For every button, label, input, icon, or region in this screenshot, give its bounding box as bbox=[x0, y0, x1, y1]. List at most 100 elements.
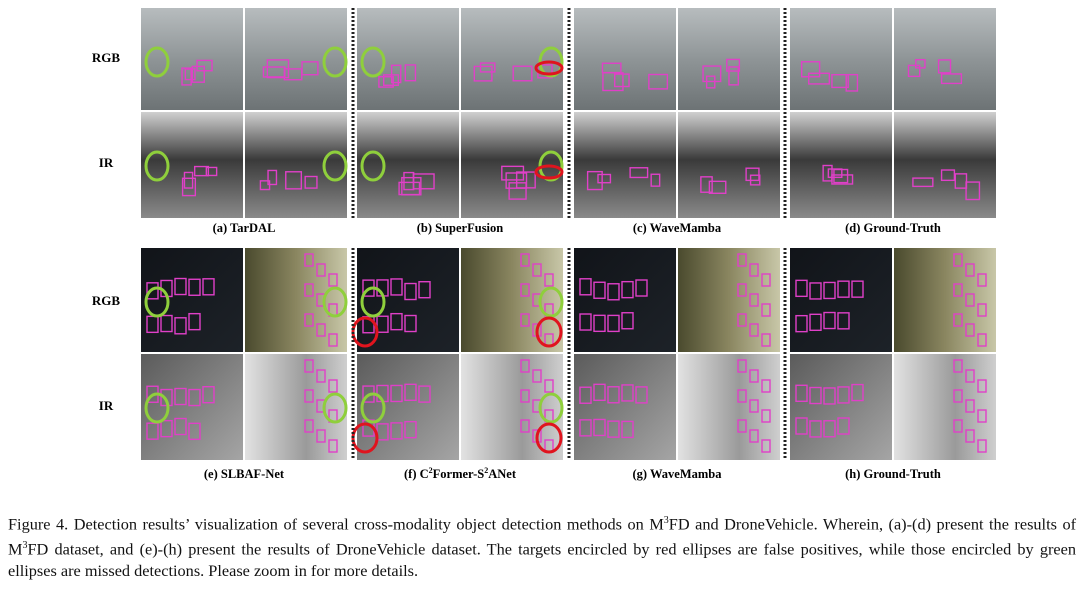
detection-box bbox=[183, 171, 194, 189]
detection-box bbox=[390, 278, 403, 296]
detection-box bbox=[761, 273, 771, 287]
image-panel bbox=[574, 8, 676, 110]
detection-box bbox=[304, 283, 314, 297]
image-panel bbox=[141, 354, 243, 460]
detection-box bbox=[160, 419, 173, 438]
detection-box bbox=[737, 313, 747, 327]
detection-box bbox=[737, 389, 747, 403]
image-panel bbox=[790, 248, 892, 352]
detection-box bbox=[328, 439, 338, 453]
image-panel bbox=[790, 112, 892, 218]
detection-box bbox=[607, 283, 620, 301]
detection-box bbox=[328, 333, 338, 347]
panel-label: (e) SLBAF-Net bbox=[204, 467, 285, 481]
detection-box bbox=[328, 273, 338, 287]
detection-box bbox=[977, 409, 987, 423]
image-panel bbox=[357, 112, 459, 218]
detection-box bbox=[607, 314, 620, 333]
detection-box bbox=[977, 439, 987, 453]
detection-box bbox=[965, 323, 975, 337]
detection-box bbox=[761, 379, 771, 393]
detection-box bbox=[520, 419, 530, 433]
detection-box bbox=[285, 171, 303, 190]
detection-box bbox=[621, 280, 634, 299]
detection-box bbox=[160, 314, 173, 333]
detection-box bbox=[953, 283, 963, 297]
panel-label: (h) Ground-Truth bbox=[845, 467, 941, 481]
detection-box bbox=[544, 273, 554, 287]
label-text: (f) C bbox=[404, 467, 429, 481]
missed-marker bbox=[322, 150, 348, 182]
detection-box bbox=[304, 313, 314, 327]
detection-box bbox=[404, 64, 417, 82]
detection-box bbox=[977, 303, 987, 317]
detection-box bbox=[404, 420, 417, 439]
detection-box bbox=[390, 64, 402, 84]
missed-marker bbox=[360, 286, 386, 318]
detection-box bbox=[953, 419, 963, 433]
detection-box bbox=[196, 59, 213, 72]
detection-box bbox=[184, 68, 196, 81]
detection-box bbox=[283, 68, 303, 81]
detection-box bbox=[912, 177, 934, 188]
detection-box bbox=[520, 313, 530, 327]
missed-marker bbox=[144, 392, 170, 424]
detection-box bbox=[520, 389, 530, 403]
detection-box bbox=[146, 422, 159, 440]
detection-box bbox=[801, 61, 821, 78]
detection-box bbox=[648, 73, 669, 90]
caption-text: FD dataset, and (e)-(h) present the resu… bbox=[8, 539, 1076, 580]
detection-box bbox=[745, 167, 760, 182]
detection-box bbox=[174, 417, 187, 436]
detection-box bbox=[650, 173, 661, 187]
detection-box bbox=[404, 314, 417, 333]
detection-box bbox=[823, 420, 836, 438]
label-text: Former-S bbox=[433, 467, 485, 481]
detection-box bbox=[188, 388, 201, 407]
detection-box bbox=[749, 429, 759, 443]
detection-box bbox=[418, 385, 431, 403]
detection-box bbox=[837, 386, 850, 404]
detection-box bbox=[965, 429, 975, 443]
image-panel bbox=[894, 112, 996, 218]
detection-box bbox=[512, 65, 533, 82]
detection-box bbox=[977, 333, 987, 347]
image-panel bbox=[574, 112, 676, 218]
detection-box bbox=[761, 409, 771, 423]
detection-box bbox=[965, 181, 981, 201]
row-label: RGB bbox=[92, 293, 121, 308]
detection-box bbox=[188, 422, 201, 441]
detection-box bbox=[749, 369, 759, 383]
detection-box bbox=[304, 389, 314, 403]
detection-box bbox=[508, 182, 527, 200]
row-label: IR bbox=[99, 155, 114, 170]
detection-box bbox=[749, 263, 759, 277]
detection-box bbox=[761, 439, 771, 453]
image-panel bbox=[894, 354, 996, 460]
detection-box bbox=[700, 176, 713, 193]
detection-box bbox=[621, 384, 634, 402]
detection-box bbox=[795, 384, 808, 402]
detection-box bbox=[304, 419, 314, 433]
detection-box bbox=[635, 279, 648, 297]
detection-box bbox=[205, 166, 218, 177]
image-panel bbox=[461, 354, 563, 460]
detection-box bbox=[202, 278, 215, 296]
detection-box bbox=[532, 263, 542, 277]
detection-box bbox=[795, 417, 808, 435]
detection-box bbox=[965, 263, 975, 277]
detection-box bbox=[737, 283, 747, 297]
detection-box bbox=[520, 283, 530, 297]
missed-marker bbox=[538, 46, 564, 78]
image-panel bbox=[574, 248, 676, 352]
image-panel bbox=[790, 8, 892, 110]
missed-marker bbox=[322, 46, 348, 78]
detection-box bbox=[607, 420, 620, 438]
detection-box bbox=[822, 164, 833, 182]
detection-box bbox=[965, 399, 975, 413]
detection-box bbox=[809, 420, 822, 438]
detection-box bbox=[837, 417, 850, 435]
detection-box bbox=[316, 429, 326, 443]
detection-box bbox=[621, 420, 634, 439]
